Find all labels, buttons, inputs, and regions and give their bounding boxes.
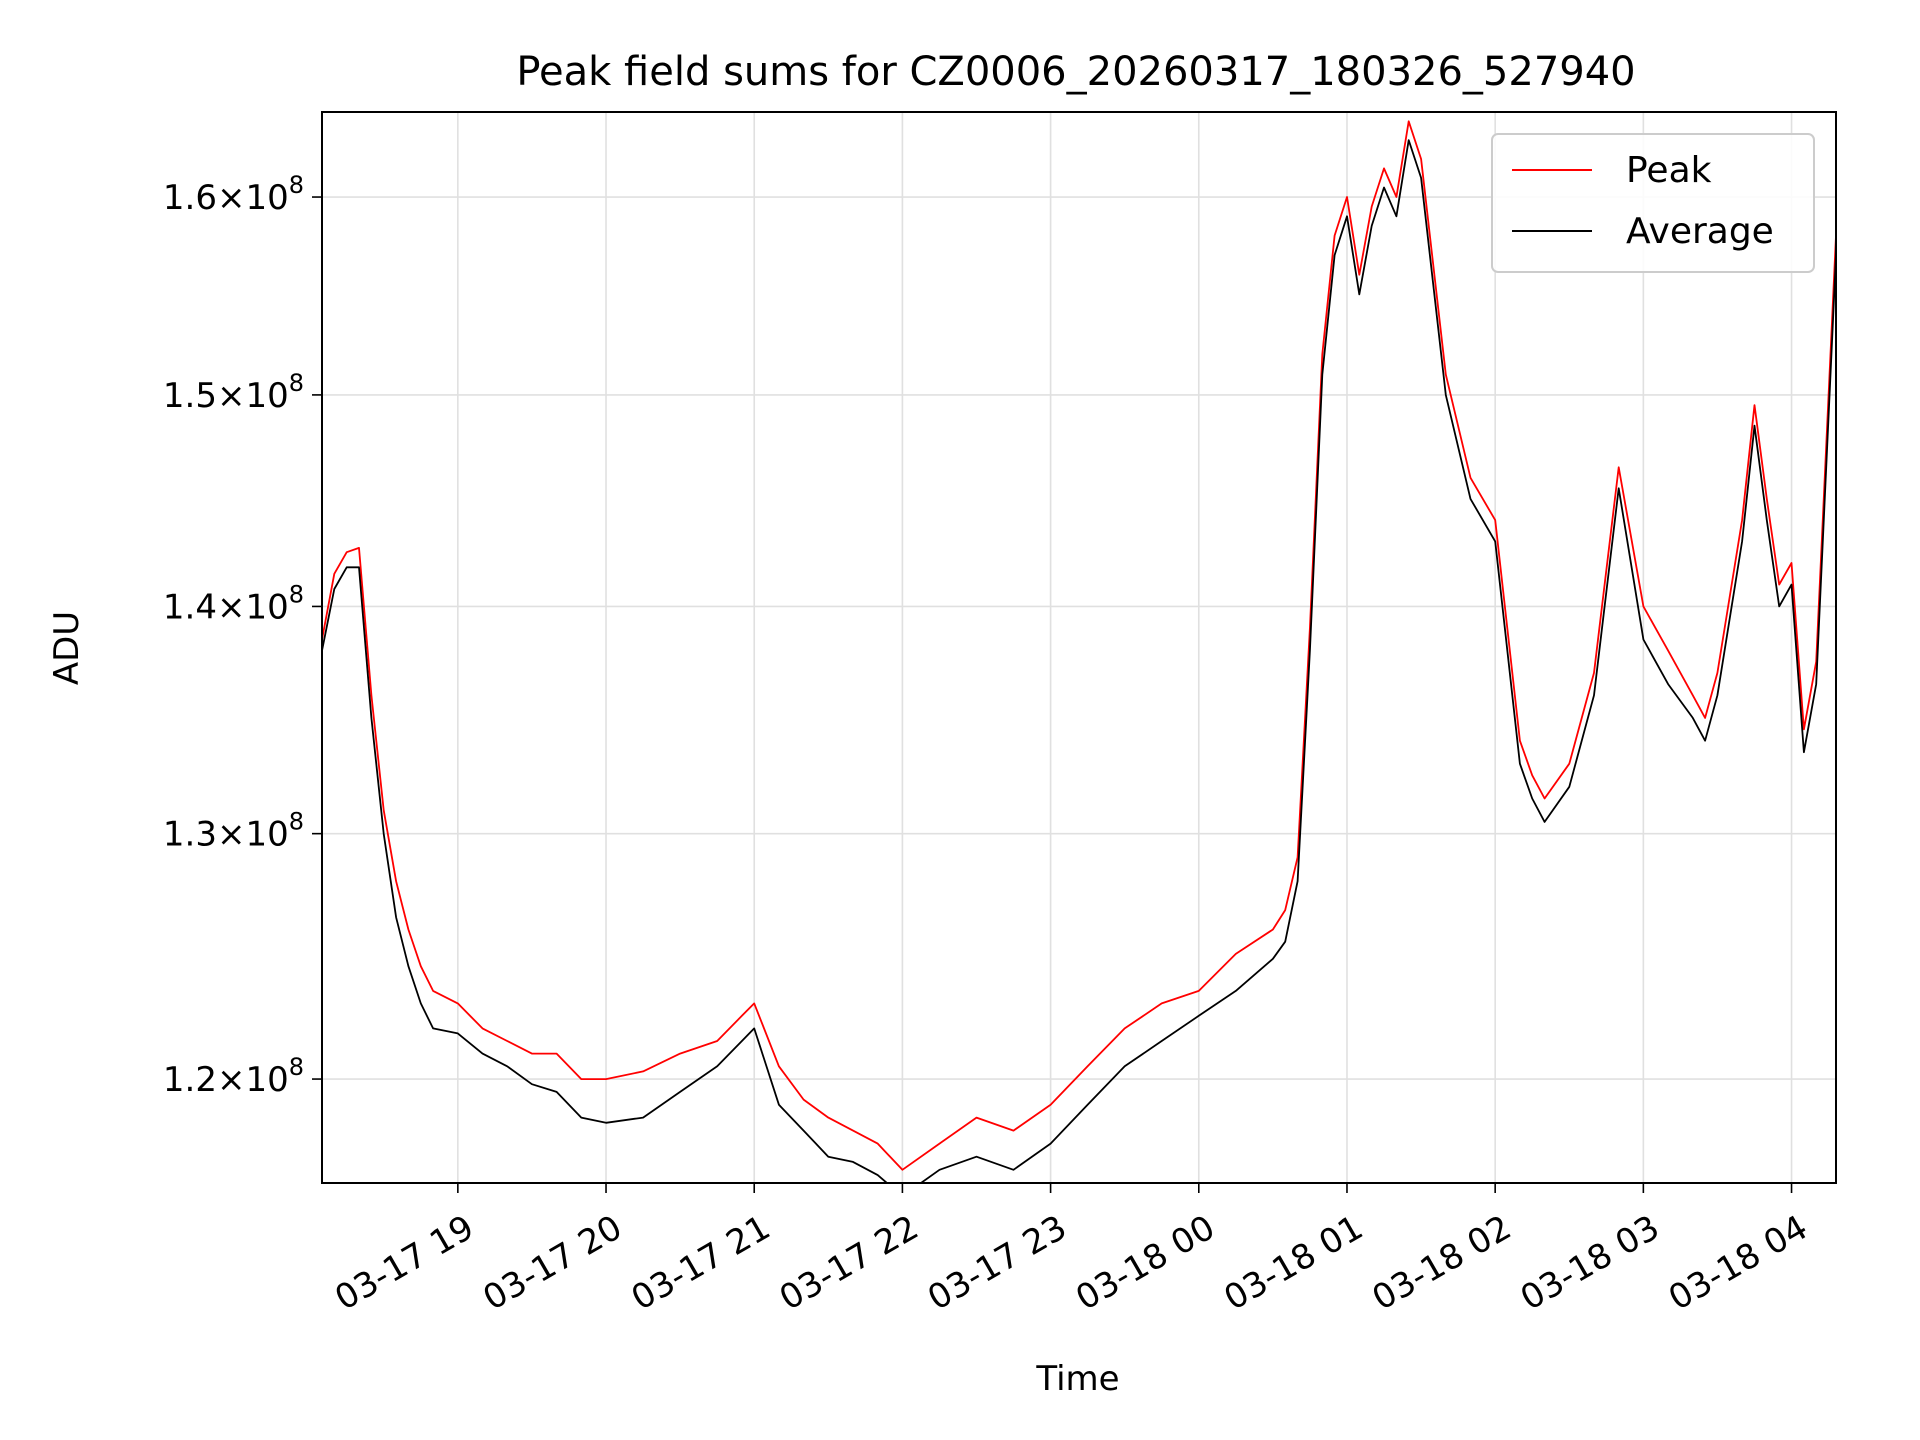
series-line-peak: [322, 120, 1836, 1171]
y-tick-label-1: 1.3×108: [163, 808, 304, 855]
series-line-average: [322, 139, 1836, 1183]
legend-box: [1491, 133, 1815, 273]
y-tick-label-3: 1.5×108: [163, 369, 304, 416]
x-axis-label: Time: [1035, 1359, 1119, 1399]
y-tick-label-4: 1.6×108: [163, 171, 304, 218]
y-tick-label-2: 1.4×108: [163, 580, 304, 627]
plot-frame: [321, 111, 1837, 1184]
legend: Peak Average: [1491, 133, 1815, 273]
y-tick-label-0: 1.2×108: [163, 1053, 304, 1100]
y-axis: 1.2×108 1.3×108 1.4×108 1.5×108 1.6×108: [163, 171, 322, 1100]
grid-lines: [322, 112, 1836, 1183]
chart-title: Peak field sums for CZ0006_20260317_1803…: [516, 49, 1635, 95]
plot-series: [322, 120, 1836, 1183]
legend-label-peak: Peak: [1626, 150, 1712, 191]
legend-label-average: Average: [1626, 211, 1774, 252]
y-axis-label: ADU: [47, 611, 87, 685]
